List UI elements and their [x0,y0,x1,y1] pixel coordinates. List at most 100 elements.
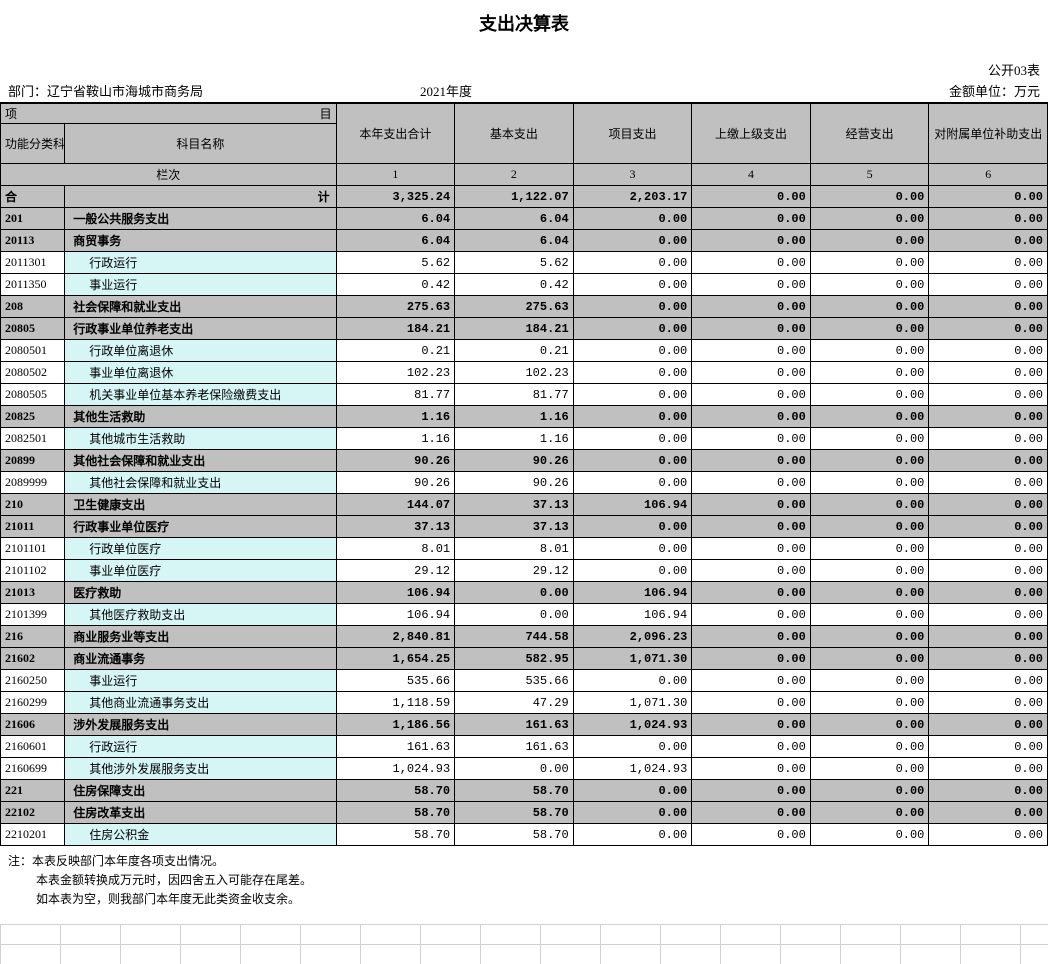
row-value: 29.12 [455,560,574,582]
row-name: 行政事业单位医疗 [65,516,336,538]
row-value: 0.00 [810,516,929,538]
row-value: 0.00 [810,450,929,472]
row-value: 184.21 [336,318,455,340]
row-value: 0.00 [929,538,1048,560]
note-line: 本表金额转换成万元时，因四舍五入可能存在尾差。 [8,871,1040,890]
row-value: 5.62 [455,252,574,274]
row-value: 0.00 [929,208,1048,230]
row-value: 275.63 [336,296,455,318]
row-value: 1,071.30 [573,648,692,670]
table-row: 20899其他社会保障和就业支出90.2690.260.000.000.000.… [1,450,1048,472]
row-value: 0.00 [810,670,929,692]
row-value: 0.00 [692,296,811,318]
notes: 注：本表反映部门本年度各项支出情况。 本表金额转换成万元时，因四舍五入可能存在尾… [0,846,1048,910]
row-value: 8.01 [336,538,455,560]
row-value: 0.00 [692,208,811,230]
row-value: 0.00 [929,516,1048,538]
row-code: 2210201 [1,824,65,846]
row-name: 社会保障和就业支出 [65,296,336,318]
row-value: 106.94 [573,494,692,516]
row-value: 90.26 [455,450,574,472]
row-name: 事业单位离退休 [65,362,336,384]
row-value: 0.00 [929,472,1048,494]
department-label: 部门：辽宁省鞍山市海城市商务局 [8,81,203,100]
header-colnum-5: 5 [810,164,929,186]
row-value: 0.00 [692,714,811,736]
row-name: 其他生活救助 [65,406,336,428]
row-code: 2080501 [1,340,65,362]
table-row: 210卫生健康支出144.0737.13106.940.000.000.00 [1,494,1048,516]
row-value: 0.42 [336,274,455,296]
row-value: 0.00 [810,560,929,582]
row-name: 医疗救助 [65,582,336,604]
row-value: 161.63 [455,714,574,736]
row-value: 102.23 [336,362,455,384]
row-code: 2101102 [1,560,65,582]
row-value: 0.00 [810,692,929,714]
row-value: 0.00 [573,208,692,230]
row-code: 2101399 [1,604,65,626]
row-code: 21011 [1,516,65,538]
row-value: 1.16 [336,406,455,428]
row-value: 0.00 [810,406,929,428]
header-column-label: 栏次 [1,164,337,186]
table-row: 221住房保障支出58.7058.700.000.000.000.00 [1,780,1048,802]
row-value: 0.00 [573,230,692,252]
table-row: 21011行政事业单位医疗37.1337.130.000.000.000.00 [1,516,1048,538]
row-value: 0.00 [573,384,692,406]
row-value: 0.00 [929,714,1048,736]
row-value: 0.00 [692,362,811,384]
row-value: 0.00 [810,208,929,230]
row-value: 0.00 [810,252,929,274]
header-colnum-4: 4 [692,164,811,186]
table-row: 21606涉外发展服务支出1,186.56161.631,024.930.000… [1,714,1048,736]
row-value: 1,186.56 [336,714,455,736]
table-row: 201一般公共服务支出6.046.040.000.000.000.00 [1,208,1048,230]
row-name: 商业流通事务 [65,648,336,670]
row-value: 5.62 [336,252,455,274]
row-value: 0.00 [692,626,811,648]
row-value: 0.00 [573,340,692,362]
row-value: 0.00 [692,538,811,560]
row-value: 0.00 [573,670,692,692]
table-row: 21013医疗救助106.940.00106.940.000.000.00 [1,582,1048,604]
row-value: 0.00 [810,582,929,604]
row-value: 81.77 [455,384,574,406]
row-value: 0.00 [692,802,811,824]
row-value: 0.00 [810,758,929,780]
row-value: 8.01 [455,538,574,560]
row-code: 2160250 [1,670,65,692]
row-value: 0.00 [692,494,811,516]
row-value: 0.00 [455,582,574,604]
row-value: 29.12 [336,560,455,582]
row-value: 0.00 [573,318,692,340]
row-name: 商贸事务 [65,230,336,252]
row-value: 2,840.81 [336,626,455,648]
row-value: 0.00 [573,538,692,560]
row-value: 0.00 [929,340,1048,362]
row-value: 0.00 [929,802,1048,824]
row-value: 0.00 [929,296,1048,318]
total-row: 合 计 3,325.24 1,122.07 2,203.17 0.00 0.00… [1,186,1048,208]
row-value: 0.00 [810,736,929,758]
row-value: 0.00 [573,252,692,274]
year-label: 2021年度 [420,81,472,100]
header-col-6: 对附属单位补助支出 [929,104,1048,164]
row-code: 2089999 [1,472,65,494]
row-value: 58.70 [336,802,455,824]
row-code: 2011350 [1,274,65,296]
row-code: 21602 [1,648,65,670]
row-value: 6.04 [455,230,574,252]
row-value: 0.00 [810,230,929,252]
row-value: 0.00 [929,648,1048,670]
row-value: 0.00 [692,670,811,692]
row-value: 0.00 [692,692,811,714]
row-value: 0.00 [692,252,811,274]
row-value: 0.00 [692,274,811,296]
row-value: 0.00 [929,560,1048,582]
page-title: 支出决算表 [0,0,1048,60]
header-colnum-1: 1 [336,164,455,186]
row-value: 1,024.93 [336,758,455,780]
row-value: 144.07 [336,494,455,516]
row-value: 0.00 [573,362,692,384]
